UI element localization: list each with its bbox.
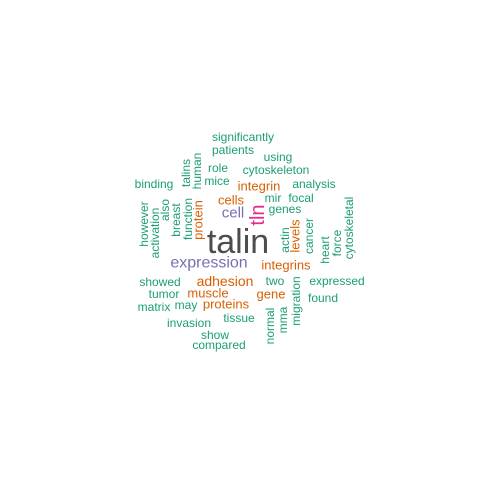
word-breast: breast: [169, 203, 183, 237]
word-heart: heart: [318, 236, 332, 264]
word-using: using: [264, 150, 293, 164]
word-mma: mma: [276, 306, 290, 333]
word-cytoskeleton: cytoskeleton: [243, 163, 310, 177]
word-tumor: tumor: [149, 287, 180, 301]
word-found: found: [308, 291, 338, 305]
word-force: force: [330, 229, 344, 256]
word-gene: gene: [257, 287, 286, 302]
word-however: however: [137, 201, 151, 246]
word-protein: protein: [191, 200, 206, 240]
word-mice: mice: [204, 174, 230, 188]
word-show: show: [201, 328, 229, 342]
word-migration: migration: [289, 276, 303, 325]
word-integrins: integrins: [261, 258, 311, 273]
word-muscle: muscle: [187, 286, 228, 301]
word-compared: compared: [192, 338, 245, 352]
word-matrix: matrix: [138, 300, 171, 314]
word-normal: normal: [263, 308, 277, 345]
word-invasion: invasion: [167, 316, 211, 330]
word-adhesion: adhesion: [197, 273, 254, 289]
word-also: also: [158, 199, 172, 221]
word-mir: mir: [265, 191, 282, 205]
word-tln: tln: [247, 204, 269, 225]
word-proteins: proteins: [203, 297, 250, 312]
word-may: may: [175, 298, 198, 312]
word-cytoskeletal: cytoskeletal: [342, 197, 356, 260]
word-cell: cell: [222, 205, 245, 222]
word-actin: actin: [278, 227, 292, 252]
word-binding: binding: [135, 177, 174, 191]
word-focal: focal: [288, 191, 313, 205]
word-talin: talin: [207, 223, 269, 261]
word-tissue: tissue: [223, 311, 255, 325]
word-genes: genes: [269, 202, 302, 216]
word-activation: activation: [148, 208, 162, 259]
word-expression: expression: [170, 255, 247, 272]
word-two: two: [266, 274, 285, 288]
word-role: role: [208, 161, 228, 175]
word-human: human: [190, 153, 204, 190]
word-talins: talins: [179, 159, 193, 187]
word-analysis: analysis: [292, 177, 335, 191]
word-integrin: integrin: [238, 179, 281, 194]
word-cancer: cancer: [302, 218, 316, 254]
word-showed: showed: [139, 275, 180, 289]
word-expressed: expressed: [309, 274, 364, 288]
word-patients: patients: [212, 143, 254, 157]
word-cells: cells: [218, 193, 245, 208]
word-function: function: [181, 198, 195, 240]
word-significantly: significantly: [212, 130, 274, 144]
word-levels: levels: [288, 219, 303, 253]
